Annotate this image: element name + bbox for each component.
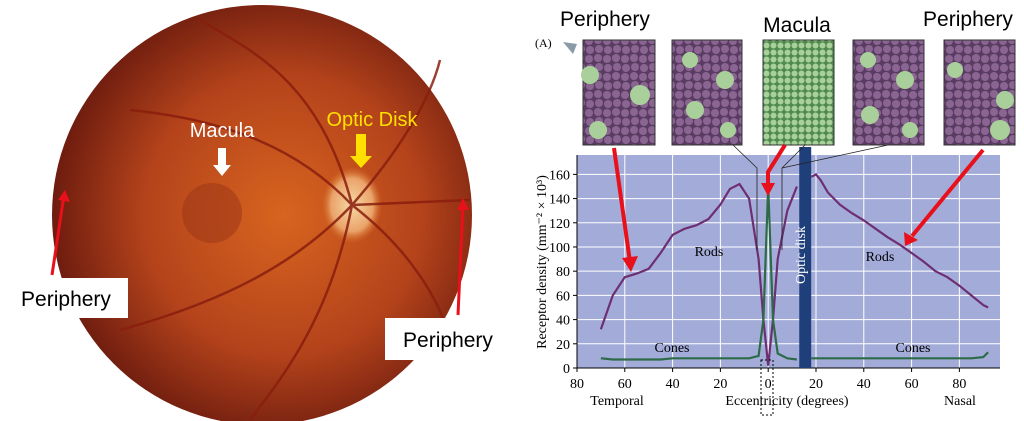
series-label: Cones xyxy=(655,341,690,356)
mosaic-label: Periphery xyxy=(560,8,650,31)
x-tick-label: 60 xyxy=(905,377,919,392)
x-tick-label: 40 xyxy=(857,377,871,392)
red-arrow-head xyxy=(904,232,918,246)
x-side-label: Temporal xyxy=(590,394,644,409)
mosaic-label: Periphery xyxy=(923,8,1013,31)
arrow xyxy=(50,194,66,276)
arrow xyxy=(457,198,469,210)
label-box xyxy=(385,318,506,360)
fundus-photo xyxy=(52,5,472,421)
photo-label: Optic Disk xyxy=(326,109,418,131)
y-tick-label: 100 xyxy=(549,241,570,256)
icon xyxy=(563,42,577,54)
series-line xyxy=(810,173,989,309)
red-arrow xyxy=(612,147,632,263)
arrow xyxy=(58,190,70,202)
red-arrow xyxy=(766,143,787,186)
optic-disk-band xyxy=(799,147,812,368)
x-axis-label: Eccentricity (degrees) xyxy=(725,394,849,409)
mosaic-label: Macula xyxy=(763,14,831,37)
y-tick-label: 40 xyxy=(556,314,570,329)
red-arrow xyxy=(910,148,985,238)
x-tick-label: 20 xyxy=(713,377,727,392)
y-tick-label: 120 xyxy=(549,217,570,232)
y-axis-label: Receptor density (mm⁻² × 10³) xyxy=(535,175,550,349)
red-arrow-head xyxy=(622,256,638,272)
y-tick-label: 60 xyxy=(556,289,570,304)
x-side-label: Nasal xyxy=(944,394,976,409)
arrow xyxy=(213,148,231,176)
x-tick-label: 80 xyxy=(952,377,966,392)
series-line xyxy=(811,351,989,360)
x-tick-label: 40 xyxy=(666,377,680,392)
red-arrow-head xyxy=(761,183,775,196)
panel-label: (A) xyxy=(535,36,552,50)
series-label: Rods xyxy=(866,250,895,265)
x-tick-label: 80 xyxy=(570,377,584,392)
connector xyxy=(732,144,758,250)
x-tick-label: 0 xyxy=(765,377,772,392)
connector xyxy=(781,144,889,169)
y-tick-label: 140 xyxy=(549,193,570,208)
series-label: Cones xyxy=(896,341,931,356)
series-line xyxy=(600,186,798,361)
photo-label: Periphery xyxy=(21,288,111,311)
mosaics xyxy=(581,39,1016,146)
x-tick-label: 60 xyxy=(618,377,632,392)
y-tick-label: 0 xyxy=(563,362,570,377)
photo-label: Macula xyxy=(190,120,255,142)
label-box xyxy=(0,278,128,318)
photo-label: Periphery xyxy=(403,329,493,352)
y-tick-label: 80 xyxy=(556,265,570,280)
series-line xyxy=(599,182,798,366)
optic-disk-label: Optic disk xyxy=(794,226,809,284)
y-tick-label: 160 xyxy=(549,168,570,183)
arrow xyxy=(350,134,372,168)
series-label: Rods xyxy=(695,245,724,260)
plot-area xyxy=(577,155,1000,368)
y-tick-label: 20 xyxy=(556,338,570,353)
x-tick-label: 20 xyxy=(809,377,823,392)
dashed-box xyxy=(760,359,774,416)
arrow xyxy=(456,204,465,316)
